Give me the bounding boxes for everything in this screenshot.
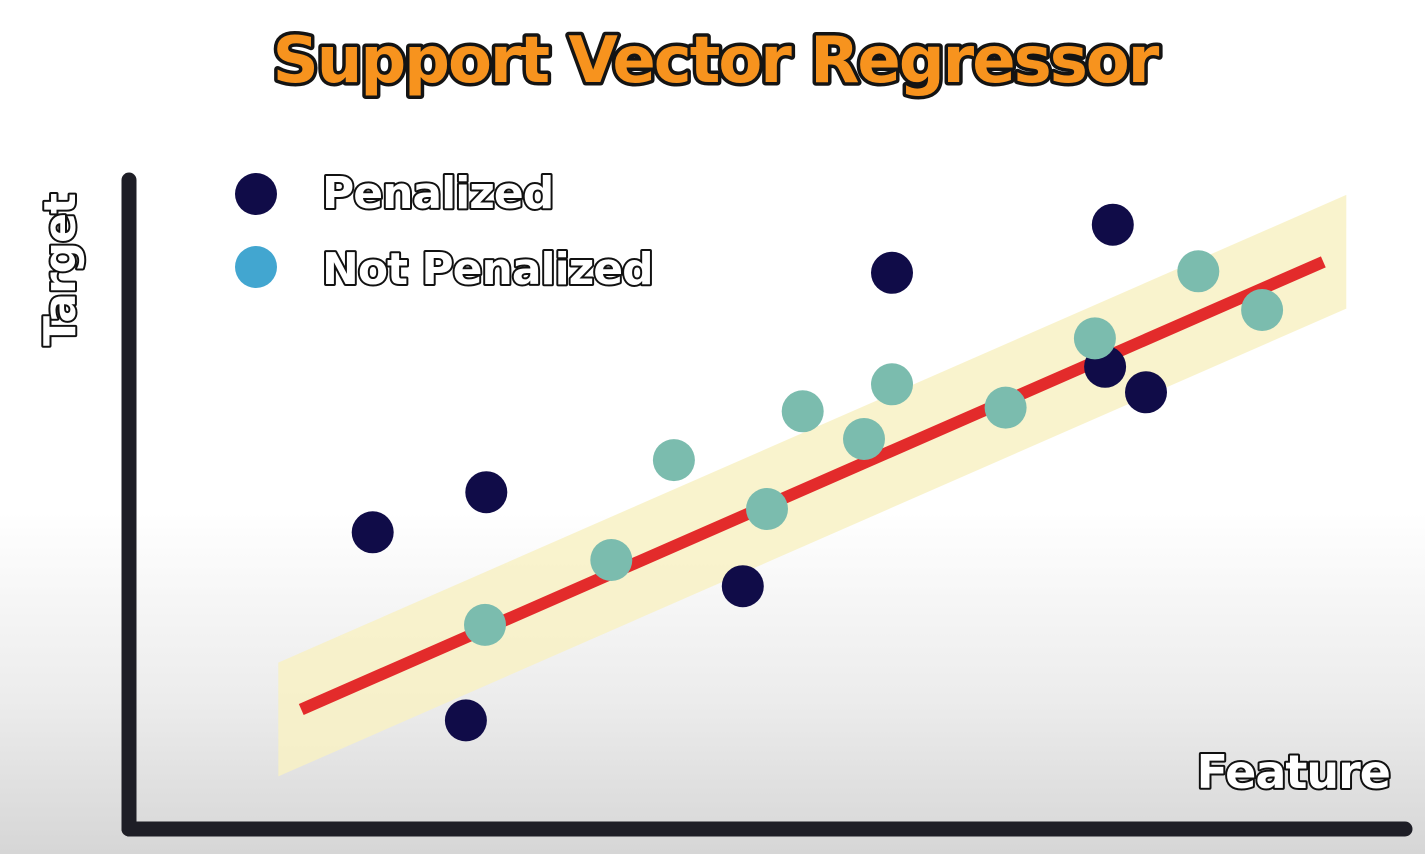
penalized-point-3 <box>721 565 764 608</box>
x-axis-label: Feature <box>1197 745 1390 799</box>
penalized-point-4 <box>871 251 913 294</box>
not-penalized-point-2 <box>652 439 695 482</box>
data-points-layer <box>351 203 1284 742</box>
penalized-point-2 <box>444 699 487 742</box>
legend: Penalized Not Penalized <box>235 166 656 297</box>
not-penalized-point-4 <box>781 390 824 433</box>
not-penalized-point-6 <box>843 418 885 460</box>
not-penalized-point-5 <box>871 363 913 406</box>
penalized-point-5 <box>1091 203 1134 246</box>
not-penalized-point-7 <box>984 386 1027 429</box>
chart-title: Support Vector Regressor <box>273 24 1160 98</box>
regression-line-layer <box>298 256 1326 715</box>
legend-marker-penalized <box>235 173 277 215</box>
legend-label-penalized: Penalized <box>322 168 553 219</box>
legend-label-not-penalized: Not Penalized <box>322 244 653 295</box>
y-axis-label: Target <box>35 193 86 346</box>
not-penalized-point-0 <box>464 603 506 646</box>
penalized-point-7 <box>1125 371 1167 414</box>
penalized-point-0 <box>351 511 394 554</box>
axes <box>121 172 1413 837</box>
not-penalized-point-3 <box>746 488 788 530</box>
not-penalized-point-1 <box>590 539 633 581</box>
penalized-point-1 <box>465 471 508 514</box>
not-penalized-point-8 <box>1073 317 1116 360</box>
regression-line <box>298 256 1326 715</box>
not-penalized-point-9 <box>1177 250 1220 293</box>
not-penalized-point-10 <box>1241 289 1284 331</box>
legend-marker-not-penalized <box>235 246 277 288</box>
